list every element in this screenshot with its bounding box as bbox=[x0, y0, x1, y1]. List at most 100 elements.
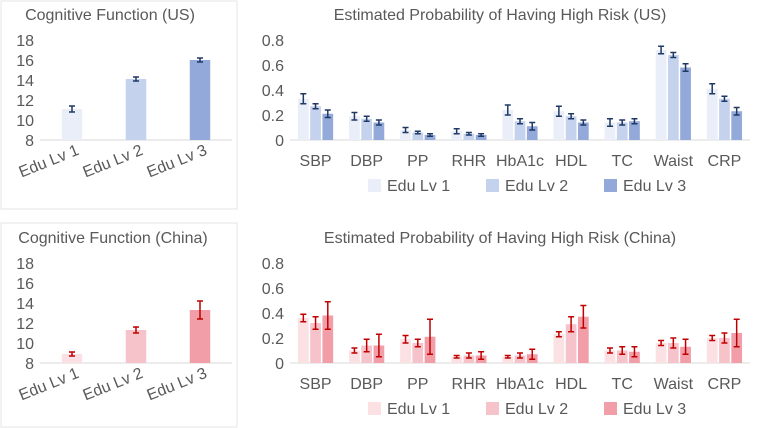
bar-dbp-lv1 bbox=[349, 350, 360, 363]
bar-pp-lv1 bbox=[400, 339, 411, 363]
legend-swatch bbox=[486, 402, 499, 415]
y-tick-label: 0 bbox=[275, 356, 284, 373]
x-tick-label: HbA1c bbox=[496, 153, 544, 170]
bar-sbp-lv1 bbox=[297, 98, 309, 140]
x-tick-label: RHR bbox=[452, 153, 487, 170]
x-tick-label: TC bbox=[612, 153, 633, 170]
legend: Edu Lv 1 Edu Lv 2 Edu Lv 3 bbox=[368, 178, 686, 195]
x-tick-label: DBP bbox=[350, 376, 383, 393]
legend-label: Edu Lv 1 bbox=[387, 178, 450, 195]
x-tick-label: HbA1c bbox=[496, 376, 544, 393]
bar-hba1c-lv1 bbox=[502, 110, 514, 140]
bar-pp-lv2 bbox=[412, 132, 424, 140]
bar-hba1c-lv1 bbox=[502, 356, 514, 363]
legend-swatch bbox=[604, 402, 617, 415]
bar-edu-lv-2 bbox=[125, 79, 147, 140]
y-tick-label: 16 bbox=[16, 276, 34, 293]
legend-swatch bbox=[486, 179, 499, 192]
bar-crp-lv1 bbox=[706, 338, 718, 363]
bar-hdl-lv1 bbox=[553, 334, 565, 363]
bar-tc-lv1 bbox=[604, 122, 616, 140]
bar-edu-lv-2 bbox=[125, 330, 147, 363]
legend-swatch bbox=[368, 179, 381, 192]
bar-edu-lv-1 bbox=[61, 109, 83, 140]
bar-crp-lv2 bbox=[719, 338, 730, 363]
bar-dbp-lv1 bbox=[349, 116, 360, 140]
bar-hdl-lv3 bbox=[577, 316, 589, 363]
chart-title: Cognitive Function (China) bbox=[18, 230, 207, 247]
bar-crp-lv1 bbox=[706, 88, 718, 140]
x-tick-label: Edu Lv 3 bbox=[145, 142, 210, 181]
panel-frame bbox=[0, 222, 238, 428]
bar-rhr-lv1 bbox=[451, 356, 463, 363]
x-tick-label: Edu Lv 2 bbox=[81, 365, 146, 404]
y-tick-label: 0.8 bbox=[262, 33, 284, 50]
bar-sbp-lv3 bbox=[322, 113, 334, 140]
bar-sbp-lv2 bbox=[310, 106, 321, 140]
bar-sbp-lv1 bbox=[297, 318, 309, 363]
y-tick-label: 0.4 bbox=[262, 83, 284, 100]
bar-rhr-lv3 bbox=[475, 135, 487, 140]
x-tick-label: Waist bbox=[654, 376, 694, 393]
y-tick-label: 10 bbox=[16, 113, 34, 130]
bar-hdl-lv3 bbox=[577, 122, 589, 140]
legend: Edu Lv 1 Edu Lv 2 Edu Lv 3 bbox=[368, 401, 686, 418]
x-tick-label: HDL bbox=[555, 376, 587, 393]
y-tick-label: 16 bbox=[16, 53, 34, 70]
bar-waist-lv2 bbox=[667, 55, 679, 140]
x-tick-label: CRP bbox=[708, 376, 742, 393]
chart-us_risk: Estimated Probability of Having High Ris… bbox=[262, 7, 750, 195]
y-tick-label: 8 bbox=[25, 356, 34, 373]
legend-label: Edu Lv 3 bbox=[623, 401, 686, 418]
bar-hba1c-lv2 bbox=[514, 355, 526, 363]
x-tick-label: Waist bbox=[654, 153, 694, 170]
y-tick-label: 12 bbox=[16, 316, 34, 333]
chart-title: Estimated Probability of Having High Ris… bbox=[334, 7, 667, 24]
x-tick-label: RHR bbox=[452, 376, 487, 393]
x-tick-label: DBP bbox=[350, 153, 383, 170]
bar-tc-lv1 bbox=[604, 350, 616, 363]
bar-pp-lv1 bbox=[400, 130, 411, 140]
bar-crp-lv3 bbox=[731, 111, 743, 140]
legend-swatch bbox=[368, 402, 381, 415]
bar-sbp-lv2 bbox=[310, 323, 321, 363]
y-tick-label: 0.2 bbox=[262, 331, 284, 348]
y-tick-label: 14 bbox=[16, 73, 34, 90]
y-tick-label: 18 bbox=[16, 33, 34, 50]
chart-title: Cognitive Function (US) bbox=[25, 7, 195, 24]
y-tick-label: 0.6 bbox=[262, 58, 284, 75]
bar-hdl-lv1 bbox=[553, 111, 565, 140]
bar-crp-lv2 bbox=[719, 98, 730, 140]
bar-waist-lv3 bbox=[680, 67, 691, 140]
bar-rhr-lv1 bbox=[451, 131, 463, 140]
y-tick-label: 12 bbox=[16, 93, 34, 110]
bar-dbp-lv2 bbox=[361, 118, 373, 140]
x-tick-label: SBP bbox=[300, 376, 332, 393]
y-tick-label: 0 bbox=[275, 133, 284, 150]
y-tick-label: 0.8 bbox=[262, 256, 284, 273]
bar-hdl-lv2 bbox=[565, 116, 577, 140]
panel-frame bbox=[0, 0, 238, 210]
legend-swatch bbox=[604, 179, 617, 192]
bar-rhr-lv2 bbox=[463, 355, 475, 363]
x-tick-label: TC bbox=[612, 376, 633, 393]
x-tick-label: PP bbox=[407, 376, 428, 393]
bar-waist-lv2 bbox=[667, 343, 679, 363]
bar-tc-lv2 bbox=[616, 350, 628, 363]
chart-title: Estimated Probability of Having High Ris… bbox=[324, 230, 676, 247]
bar-sbp-lv3 bbox=[322, 315, 334, 363]
legend-label: Edu Lv 1 bbox=[387, 401, 450, 418]
bar-hba1c-lv3 bbox=[526, 126, 538, 140]
x-tick-label: Edu Lv 2 bbox=[81, 142, 146, 181]
bar-rhr-lv2 bbox=[463, 133, 475, 140]
bar-hdl-lv2 bbox=[565, 324, 577, 363]
chart-cn_risk: Estimated Probability of Having High Ris… bbox=[262, 230, 750, 418]
bar-waist-lv1 bbox=[655, 50, 667, 140]
y-tick-label: 0.4 bbox=[262, 306, 284, 323]
y-tick-label: 10 bbox=[16, 336, 34, 353]
y-tick-label: 14 bbox=[16, 296, 34, 313]
x-tick-label: SBP bbox=[300, 153, 332, 170]
x-tick-label: PP bbox=[407, 153, 428, 170]
bar-hba1c-lv2 bbox=[514, 121, 526, 140]
bar-tc-lv2 bbox=[616, 122, 628, 140]
